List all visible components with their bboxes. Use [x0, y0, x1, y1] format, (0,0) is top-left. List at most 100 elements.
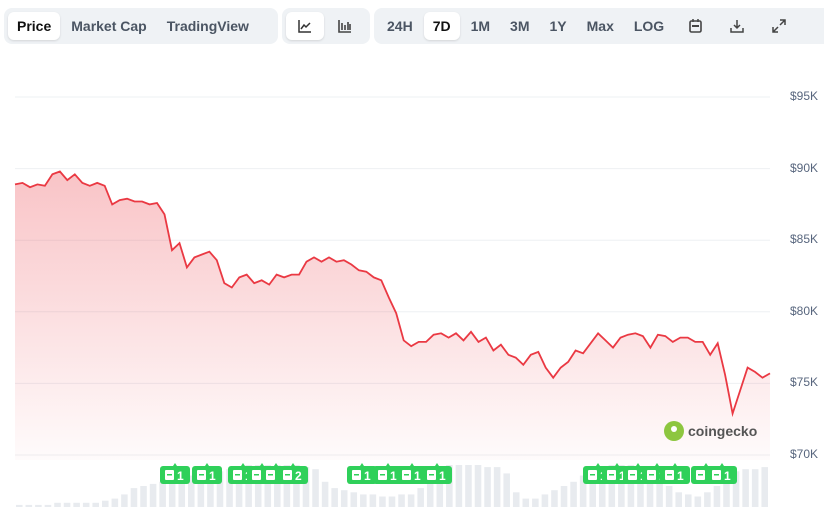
- event-marker[interactable]: 1: [192, 463, 222, 484]
- candlestick-chart-button[interactable]: [326, 12, 364, 40]
- volume-bar: [63, 502, 71, 507]
- tab-tradingview[interactable]: TradingView: [166, 18, 249, 34]
- event-marker[interactable]: 1: [422, 463, 452, 484]
- volume-bar: [560, 486, 568, 507]
- range-1y[interactable]: 1Y: [549, 18, 567, 34]
- volume-bar: [111, 498, 119, 507]
- volume-bar: [235, 467, 243, 507]
- volume-bar: [579, 475, 587, 507]
- event-count: 1: [619, 469, 626, 483]
- event-count: 1: [677, 469, 684, 483]
- range-3m[interactable]: 3M: [510, 18, 530, 34]
- range-7d[interactable]: 7D: [423, 12, 460, 40]
- event-marker[interactable]: 1: [707, 463, 737, 484]
- event-count: 1: [724, 469, 731, 483]
- volume-bar: [398, 494, 405, 507]
- y-tick-label: $70K: [789, 447, 818, 461]
- volume-bar: [493, 467, 501, 507]
- event-marker[interactable]: 1: [373, 463, 403, 484]
- download-icon: [730, 20, 744, 33]
- event-marker[interactable]: 1: [347, 463, 377, 484]
- volume-bar: [25, 504, 33, 507]
- volume-bar: [704, 492, 711, 507]
- event-count: 1: [177, 469, 184, 483]
- volume-bar: [274, 465, 281, 507]
- volume-bar: [388, 496, 396, 507]
- volume-bar: [570, 481, 577, 507]
- tab-market-cap[interactable]: Market Cap: [71, 18, 147, 34]
- volume-bar: [627, 465, 635, 507]
- calendar-icon: [688, 19, 702, 33]
- volume-bar: [35, 504, 42, 507]
- watermark-text: coingecko: [688, 423, 758, 439]
- volume-bar: [512, 492, 520, 507]
- volume-bar: [598, 467, 606, 507]
- data-type-tabs: Price Market Cap TradingView: [4, 8, 278, 44]
- volume-bar: [264, 465, 272, 507]
- y-tick-label: $85K: [789, 232, 818, 247]
- volume-bar: [732, 471, 740, 507]
- volume-bar: [455, 465, 463, 507]
- coingecko-logo-icon: [664, 421, 684, 441]
- volume-bar: [130, 488, 138, 507]
- volume-bar: [321, 481, 329, 507]
- volume-bar: [293, 465, 300, 507]
- event-marker[interactable]: 1: [397, 463, 427, 484]
- event-marker[interactable]: 1: [660, 463, 690, 484]
- volume-bar: [197, 473, 205, 507]
- download-button[interactable]: [717, 12, 757, 40]
- chart-type-group: [282, 8, 370, 44]
- volume-bar: [54, 502, 61, 507]
- volume-bar: [379, 496, 386, 507]
- volume-bar: [188, 475, 195, 507]
- volume-bar: [44, 504, 52, 507]
- volume-bar: [140, 486, 147, 507]
- volume-bar: [474, 465, 482, 507]
- volume-bar: [283, 465, 291, 507]
- volume-bar: [484, 467, 491, 507]
- volume-bar: [541, 494, 549, 507]
- volume-bar: [618, 465, 625, 507]
- volume-bar: [302, 467, 310, 507]
- event-count: 1: [209, 469, 216, 483]
- tab-price[interactable]: Price: [8, 12, 61, 40]
- fullscreen-button[interactable]: [759, 12, 799, 40]
- log-toggle[interactable]: LOG: [633, 18, 665, 34]
- volume-bar: [465, 465, 472, 507]
- event-marker[interactable]: 1: [160, 463, 190, 484]
- volume-bar: [92, 502, 100, 507]
- volume-bar: [73, 502, 80, 507]
- y-tick-label: $95K: [789, 89, 818, 103]
- y-tick-label: $75K: [789, 375, 818, 390]
- volume-bar: [159, 481, 166, 507]
- y-tick-label: $90K: [789, 160, 818, 175]
- volume-bar: [207, 469, 214, 507]
- event-marker[interactable]: 2: [278, 463, 308, 484]
- volume-bar: [436, 467, 444, 507]
- range-max[interactable]: Max: [586, 18, 614, 34]
- calendar-button[interactable]: [675, 12, 715, 40]
- volume-bar: [82, 502, 90, 507]
- y-tick-label: $80K: [789, 303, 818, 318]
- line-chart-button[interactable]: [286, 12, 324, 40]
- volume-bar: [102, 500, 109, 507]
- volume-bar: [350, 492, 358, 507]
- expand-icon: [772, 19, 786, 33]
- volume-bar: [226, 469, 233, 507]
- volume-bar: [589, 471, 596, 507]
- volume-bar: [340, 490, 348, 507]
- volume-bar: [532, 498, 539, 507]
- volume-bar: [646, 469, 654, 507]
- volume-bar: [637, 467, 644, 507]
- volume-bar: [426, 477, 434, 507]
- event-count: 2: [295, 469, 302, 483]
- volume-bar: [675, 492, 682, 507]
- range-1m[interactable]: 1M: [470, 18, 491, 34]
- range-24h[interactable]: 24H: [387, 18, 413, 34]
- volume-bar: [254, 465, 262, 507]
- volume-bar: [360, 494, 367, 507]
- volume-bar: [149, 483, 157, 507]
- volume-bar: [503, 473, 510, 507]
- price-area: [15, 171, 770, 460]
